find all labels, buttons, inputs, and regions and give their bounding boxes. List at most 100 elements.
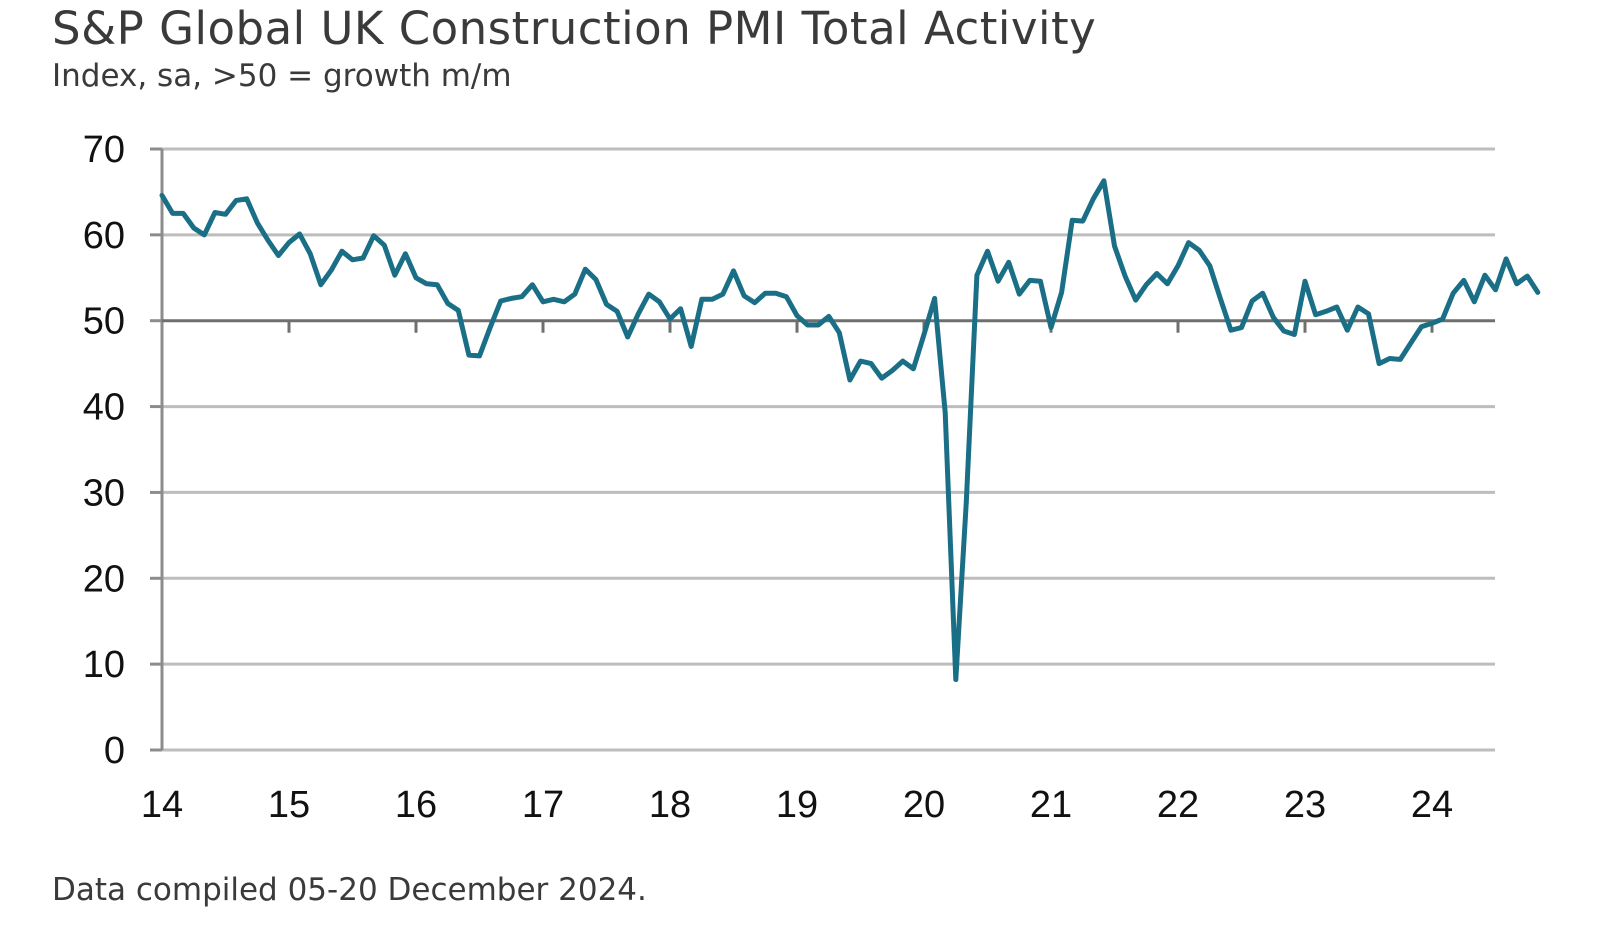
data-point [1154, 271, 1159, 276]
data-point [858, 359, 863, 364]
data-point [572, 292, 577, 297]
data-point [1070, 218, 1075, 223]
data-point [826, 314, 831, 319]
data-point [1006, 260, 1011, 265]
data-point [382, 243, 387, 248]
data-point [752, 300, 757, 305]
data-point [1345, 328, 1350, 333]
data-point [350, 257, 355, 262]
data-point [403, 251, 408, 256]
data-point [773, 291, 778, 296]
data-point [202, 232, 207, 237]
data-point [456, 308, 461, 313]
data-point [445, 301, 450, 306]
data-point [477, 353, 482, 358]
data-point [318, 282, 323, 287]
data-point [1504, 256, 1509, 261]
data-point [276, 253, 281, 258]
x-tick-label-24: 24 [1411, 784, 1453, 826]
y-tick-label-20: 20 [83, 558, 125, 600]
data-point [974, 273, 979, 278]
data-point [371, 233, 376, 238]
data-point [689, 344, 694, 349]
data-point [1377, 361, 1382, 366]
data-point [424, 281, 429, 286]
data-point [1091, 196, 1096, 201]
data-point [763, 291, 768, 296]
data-point [329, 268, 334, 273]
y-tick-label-0: 0 [104, 730, 125, 772]
data-point [1525, 274, 1530, 279]
data-point [519, 294, 524, 299]
data-point [541, 299, 546, 304]
y-tick-label-50: 50 [83, 301, 125, 343]
data-point [668, 316, 673, 321]
data-point [1186, 240, 1191, 245]
data-point [1366, 311, 1371, 316]
data-point [1292, 332, 1297, 337]
data-point [1313, 312, 1318, 317]
data-point [911, 366, 916, 371]
x-tick-label-20: 20 [903, 784, 945, 826]
data-point [636, 311, 641, 316]
data-point [922, 332, 927, 337]
data-point [593, 277, 598, 282]
data-point [308, 251, 313, 256]
data-point [1165, 281, 1170, 286]
chart-title: S&P Global UK Construction PMI Total Act… [52, 2, 1097, 55]
x-tick-label-15: 15 [268, 784, 310, 826]
data-point [170, 211, 175, 216]
data-point [1239, 325, 1244, 330]
data-point [1144, 282, 1149, 287]
series-line [159, 178, 1541, 683]
data-point [710, 297, 715, 302]
data-point [1260, 291, 1265, 296]
data-point [583, 267, 588, 272]
data-point [255, 220, 260, 225]
data-point [297, 231, 302, 236]
data-point [1080, 219, 1085, 224]
data-point [1271, 315, 1276, 320]
data-point [466, 353, 471, 358]
data-point [996, 279, 1001, 284]
data-point [1197, 248, 1202, 253]
data-point [244, 196, 249, 201]
data-point [1303, 279, 1308, 284]
data-point [1334, 304, 1339, 309]
data-point [1514, 281, 1519, 286]
data-point [1176, 263, 1181, 268]
data-point [1535, 290, 1540, 295]
data-point [1408, 341, 1413, 346]
data-point [223, 212, 228, 217]
data-point [1281, 329, 1286, 334]
data-point [488, 325, 493, 330]
data-point [551, 297, 556, 302]
data-point [1398, 357, 1403, 362]
data-point [742, 293, 747, 298]
data-point [265, 238, 270, 243]
data-point [1123, 274, 1128, 279]
data-point [509, 296, 514, 301]
data-point [932, 296, 937, 301]
data-point [414, 275, 419, 280]
y-tick-label-70: 70 [83, 129, 125, 171]
data-point [1324, 309, 1329, 314]
data-point [964, 499, 969, 504]
data-point [1228, 328, 1233, 333]
data-point [1038, 279, 1043, 284]
data-point [699, 297, 704, 302]
data-point [657, 299, 662, 304]
data-point [1218, 296, 1223, 301]
x-tick-label-21: 21 [1030, 784, 1072, 826]
data-point [498, 298, 503, 303]
x-tick-label-16: 16 [395, 784, 437, 826]
data-point [160, 193, 165, 198]
data-point [1049, 325, 1054, 330]
data-point [1493, 287, 1498, 292]
data-point [234, 198, 239, 203]
data-point [287, 240, 292, 245]
data-point [625, 335, 630, 340]
data-point [615, 309, 620, 314]
data-point [1451, 291, 1456, 296]
